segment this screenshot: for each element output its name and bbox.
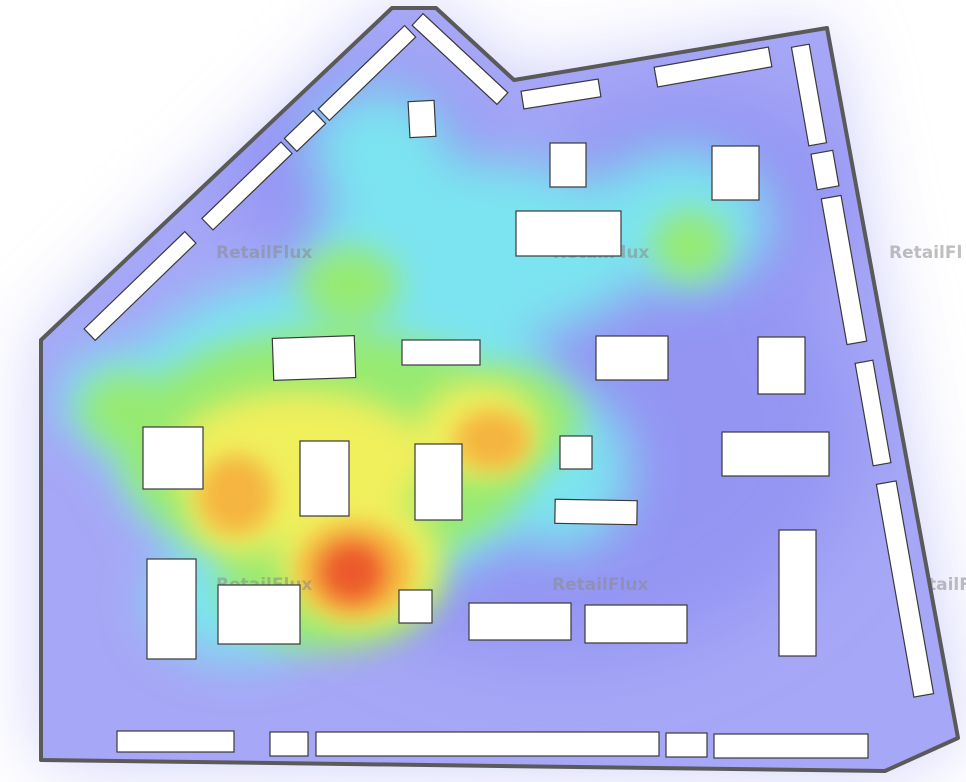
wall-shelf — [411, 12, 509, 106]
display-table — [271, 334, 357, 382]
watermark-text: RetailFlux — [216, 243, 312, 263]
display-table — [414, 443, 463, 521]
display-table — [299, 440, 350, 517]
wall-shelf — [315, 731, 660, 757]
wall-shelf — [854, 359, 892, 467]
watermark-text: RetailFlux — [552, 575, 648, 595]
wall-shelf — [283, 109, 327, 153]
wall-shelf — [810, 149, 840, 191]
display-table — [401, 339, 481, 366]
wall-shelf — [317, 24, 417, 122]
display-table — [146, 558, 197, 660]
wall-shelf — [790, 43, 828, 147]
display-table — [407, 99, 437, 139]
display-table — [721, 431, 830, 477]
wall-shelf — [820, 194, 868, 346]
display-table — [595, 335, 669, 381]
wall-shelf — [665, 732, 708, 758]
display-table — [142, 426, 204, 490]
display-table — [515, 210, 622, 257]
heat-orange-layer — [198, 410, 530, 618]
wall-shelf — [116, 730, 235, 753]
fixtures — [83, 12, 935, 759]
watermark-text: tailFl — [928, 575, 966, 595]
watermark-text: RetailFl — [889, 243, 962, 263]
wall-shelf — [713, 733, 869, 759]
display-table — [468, 602, 572, 641]
wall-shelf — [201, 141, 293, 231]
wall-shelf — [83, 230, 197, 342]
wall-shelf — [875, 480, 935, 698]
display-table — [757, 336, 806, 395]
display-table — [778, 529, 817, 657]
wall-shelf — [269, 731, 309, 757]
display-table — [398, 589, 433, 624]
display-table — [584, 604, 688, 644]
display-table — [554, 498, 638, 526]
wall-shelf — [653, 46, 773, 88]
display-table — [549, 142, 587, 188]
display-table — [217, 584, 301, 645]
store-outline — [39, 6, 960, 773]
display-table — [711, 145, 760, 201]
heat-peak-layer — [320, 542, 384, 602]
wall-shelf — [520, 78, 602, 110]
display-table — [559, 435, 593, 470]
